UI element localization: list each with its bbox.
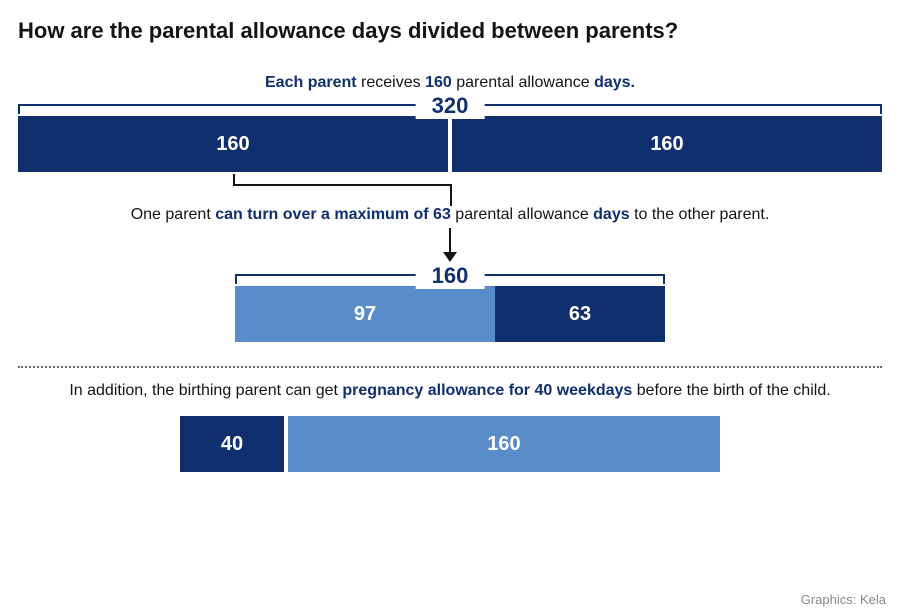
- bar-row1-right: 160: [452, 116, 882, 172]
- bar-row3-left: 40: [180, 416, 284, 472]
- connector-hline: [233, 184, 450, 186]
- text2-p2: before the birth of the child.: [632, 382, 830, 399]
- bracket-row1-label: 320: [416, 93, 485, 119]
- text1-h1: can turn over a maximum of 63: [215, 206, 451, 223]
- connector-row1: [18, 174, 882, 206]
- bracket-row1: 320: [18, 104, 882, 114]
- text1-p3: to the other parent.: [630, 206, 770, 223]
- bar-row2-left: 97: [235, 286, 495, 342]
- row1-group: 320 160 160: [18, 104, 882, 172]
- text2-h1: pregnancy allowance for 40 weekdays: [342, 382, 632, 399]
- bar-row2-right: 63: [495, 286, 665, 342]
- bracket-row2-label: 160: [416, 263, 485, 289]
- arrow-down-icon: [443, 252, 457, 262]
- row2-group: 160 97 63: [235, 274, 665, 342]
- divider-dotted: [18, 366, 882, 368]
- subtitle-text: receives: [357, 74, 425, 91]
- bar-row3: 40 160: [180, 416, 720, 472]
- subtitle-suffix: days.: [594, 74, 635, 91]
- bar-row3-right: 160: [288, 416, 720, 472]
- connector-vstart: [233, 174, 235, 184]
- bar-row2: 97 63: [235, 286, 665, 342]
- connector-vend: [450, 184, 452, 206]
- text2-p1: In addition, the birthing parent can get: [69, 382, 342, 399]
- bar-row1: 160 160: [18, 116, 882, 172]
- body-text-transfer: One parent can turn over a maximum of 63…: [18, 206, 882, 224]
- text1-h2: days: [593, 206, 629, 223]
- row3-group: 40 160: [180, 416, 720, 472]
- bracket-row2: 160: [235, 274, 665, 284]
- text1-p1: One parent: [131, 206, 216, 223]
- arrow-connector-row2: [18, 228, 882, 264]
- subtitle-num: 160: [425, 74, 452, 91]
- bar-row1-left: 160: [18, 116, 448, 172]
- body-text-pregnancy: In addition, the birthing parent can get…: [18, 382, 882, 400]
- subtitle-each-parent: Each parent receives 160 parental allowa…: [18, 74, 882, 92]
- subtitle-text2: parental allowance: [452, 74, 594, 91]
- subtitle-highlight: Each parent: [265, 74, 357, 91]
- graphics-credit: Graphics: Kela: [801, 592, 886, 607]
- text1-p2: parental allowance: [451, 206, 593, 223]
- page-title: How are the parental allowance days divi…: [18, 18, 882, 44]
- arrow-line: [449, 228, 451, 254]
